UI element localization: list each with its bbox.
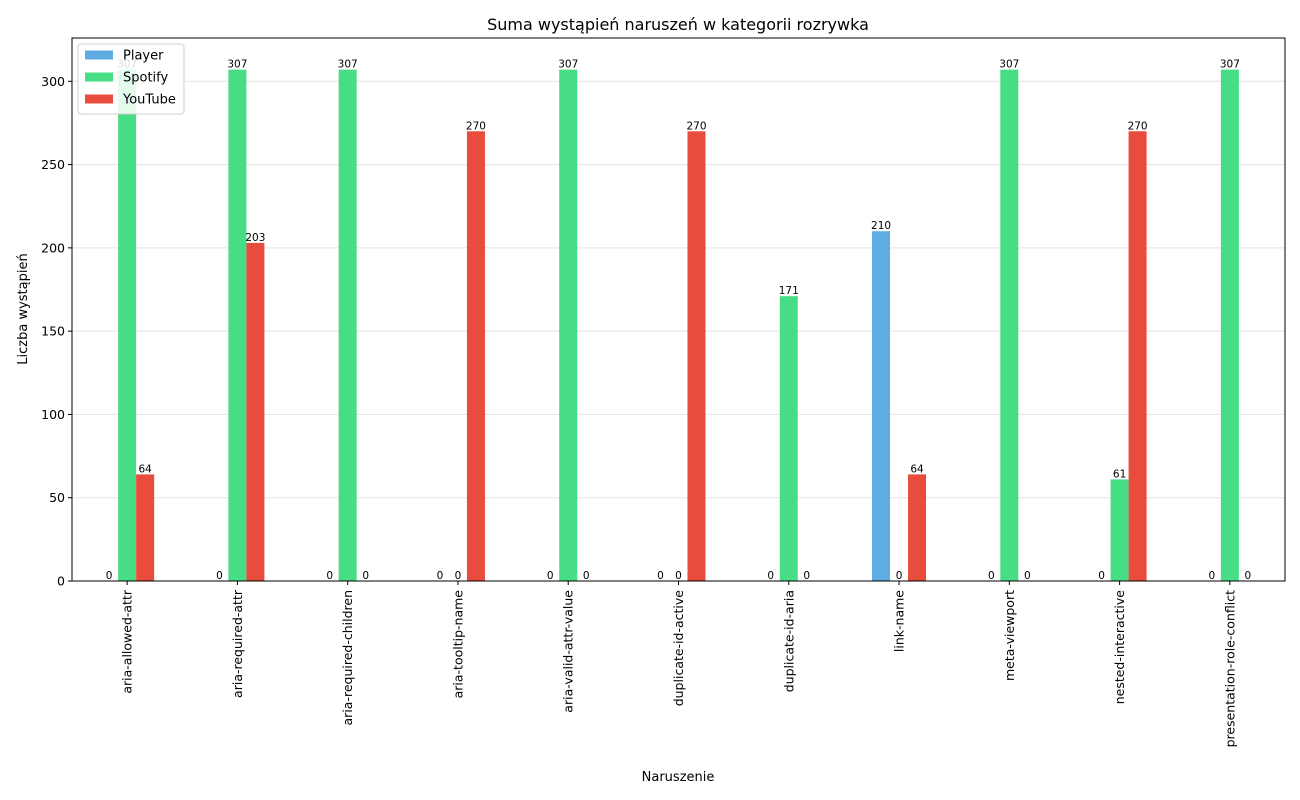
bar-spotify	[338, 69, 357, 581]
x-tick-label: aria-required-attr	[230, 589, 245, 698]
data-label: 307	[338, 59, 358, 71]
grid-lines	[72, 80, 1285, 499]
legend-swatch	[85, 72, 113, 82]
x-tick-label: aria-tooltip-name	[450, 590, 465, 699]
y-tick-label: 250	[41, 157, 65, 172]
x-tick-label: aria-valid-attr-value	[561, 590, 576, 713]
data-label: 0	[896, 570, 903, 582]
data-label: 0	[547, 570, 554, 582]
bar-spotify	[779, 296, 798, 581]
data-label: 203	[245, 232, 265, 244]
data-label: 270	[466, 120, 486, 132]
data-label: 0	[988, 570, 995, 582]
data-label: 0	[326, 570, 333, 582]
bar-spotify	[1220, 69, 1239, 581]
bar-spotify	[1000, 69, 1019, 581]
x-axis-label: Naruszenie	[642, 770, 715, 785]
legend-entry: Spotify	[123, 71, 169, 86]
x-tick-label: nested-interactive	[1112, 590, 1127, 705]
bar-spotify	[559, 69, 578, 581]
bar-spotify	[118, 69, 137, 581]
bar-spotify	[228, 69, 247, 581]
y-axis-label: Liczba wystąpień	[16, 253, 31, 364]
bar-youtube	[1128, 131, 1147, 582]
bar-youtube	[687, 131, 706, 582]
x-tick-label: meta-viewport	[1002, 590, 1017, 681]
x-tick-label: duplicate-id-aria	[781, 590, 796, 692]
x-tick-label: duplicate-id-active	[671, 590, 686, 707]
legend-entry: Player	[123, 49, 164, 64]
data-label: 270	[1128, 120, 1148, 132]
data-label: 307	[1220, 59, 1240, 71]
x-tick-label: link-name	[892, 590, 907, 652]
x-tick-label: aria-required-children	[340, 590, 355, 725]
y-tick-label: 100	[41, 407, 65, 422]
legend-swatch	[85, 94, 113, 104]
data-label: 0	[455, 570, 462, 582]
data-label: 0	[583, 570, 590, 582]
data-label: 0	[362, 570, 369, 582]
bars	[118, 69, 1239, 582]
data-label: 171	[779, 285, 799, 297]
x-tick-label: aria-allowed-attr	[120, 589, 135, 694]
data-label: 0	[767, 570, 774, 582]
data-label: 61	[1113, 468, 1126, 480]
data-label: 0	[1098, 570, 1105, 582]
data-label: 210	[871, 220, 891, 232]
bar-youtube	[246, 242, 265, 581]
y-tick-label: 0	[57, 574, 65, 589]
x-tick-label: presentation-role-conflict	[1222, 590, 1237, 747]
y-tick-label: 50	[49, 490, 65, 505]
data-label: 0	[803, 570, 810, 582]
data-label: 0	[216, 570, 223, 582]
data-label: 307	[558, 59, 578, 71]
bar-youtube	[908, 474, 927, 581]
data-label: 0	[106, 570, 113, 582]
bar-youtube	[136, 474, 155, 581]
legend-entry: YouTube	[122, 93, 176, 108]
data-label: 64	[138, 463, 152, 475]
legend-swatch	[85, 50, 113, 60]
x-axis: aria-allowed-attr aria-required-attr aria-…	[120, 581, 1237, 747]
data-label: 0	[1245, 570, 1252, 582]
chart-title: Suma wystąpień naruszeń w kategorii rozr…	[487, 15, 869, 34]
data-label: 270	[686, 120, 706, 132]
data-label: 0	[1024, 570, 1031, 582]
bar-spotify	[1110, 479, 1129, 581]
bar-player	[872, 231, 891, 581]
y-axis: 0 50 100 150 200 250 300	[41, 74, 72, 589]
data-label: 0	[657, 570, 664, 582]
data-label: 0	[675, 570, 682, 582]
data-label: 0	[1209, 570, 1216, 582]
y-tick-label: 200	[41, 240, 65, 255]
data-label: 307	[227, 59, 247, 71]
data-label: 64	[910, 463, 924, 475]
data-label: 307	[999, 59, 1019, 71]
data-label: 0	[437, 570, 444, 582]
y-tick-label: 300	[41, 74, 65, 89]
bar-youtube	[466, 131, 485, 582]
value-labels: 0307640307203030700027003070002700171021…	[106, 59, 1251, 582]
legend: Player Spotify YouTube	[77, 43, 185, 115]
y-tick-label: 150	[41, 324, 65, 339]
